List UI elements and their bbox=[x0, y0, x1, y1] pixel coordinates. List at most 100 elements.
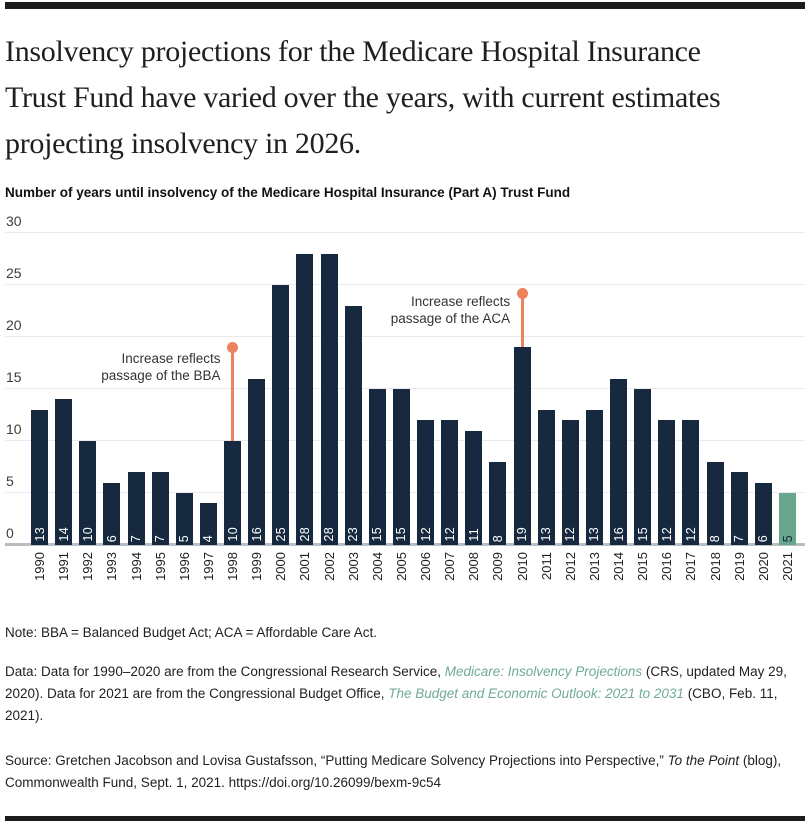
bar-2016: 12 bbox=[658, 420, 676, 545]
bar-1997: 4 bbox=[199, 503, 217, 545]
bar-value-label: 12 bbox=[659, 527, 674, 542]
x-axis-tick-label: 1993 bbox=[104, 552, 120, 581]
annotation-line bbox=[520, 295, 524, 348]
source-citation-text: Source: Gretchen Jacobson and Lovisa Gus… bbox=[5, 750, 805, 794]
x-axis-tick-label: 2018 bbox=[707, 552, 723, 581]
x-axis-tick-label: 2005 bbox=[393, 552, 409, 581]
title-line-3: projecting insolvency in 2026. bbox=[5, 127, 361, 160]
bar-2002: 28 bbox=[320, 253, 338, 545]
x-axis-tick: 2019 bbox=[731, 552, 748, 581]
y-axis-tick-label: 15 bbox=[6, 369, 22, 385]
bar-value-label: 7 bbox=[731, 534, 746, 542]
bar-value-label: 15 bbox=[370, 527, 385, 542]
x-axis-tick: 1996 bbox=[176, 552, 193, 581]
x-axis-tick: 2017 bbox=[682, 552, 699, 581]
annotation-dot bbox=[227, 342, 239, 354]
x-axis-tick: 2010 bbox=[514, 552, 531, 581]
y-axis-tick-label: 0 bbox=[6, 525, 14, 541]
bar-value-label: 5 bbox=[177, 534, 192, 542]
x-axis-tick: 2011 bbox=[538, 552, 555, 580]
bar-value-label: 19 bbox=[514, 527, 529, 542]
bar-1998: 10 bbox=[224, 441, 242, 545]
bar-value-label: 13 bbox=[538, 527, 553, 542]
x-axis-tick-label: 1999 bbox=[249, 552, 265, 581]
y-axis-tick-label: 10 bbox=[6, 421, 22, 437]
bar-2007: 12 bbox=[441, 420, 459, 545]
bar-value-label: 6 bbox=[756, 534, 771, 542]
plot-area: 0 5 10 15 20 25 30 13 14 10 6 7 7 5 4 10 16 25 28 28 23 15 15 1… bbox=[5, 213, 805, 546]
bar-2004: 15 bbox=[368, 389, 386, 545]
bar-value-label: 7 bbox=[152, 534, 167, 542]
bar-value-label: 14 bbox=[56, 527, 71, 542]
bar-value-label: 10 bbox=[225, 527, 240, 542]
bar-2020: 6 bbox=[754, 482, 772, 545]
y-axis-tick-label: 20 bbox=[6, 317, 22, 333]
x-axis-tick: 1997 bbox=[200, 552, 217, 581]
text-segment: To the Point bbox=[667, 753, 740, 768]
bar-2014: 16 bbox=[610, 378, 628, 545]
x-axis-tick-label: 2013 bbox=[586, 552, 602, 581]
x-axis-tick: 2012 bbox=[562, 552, 579, 581]
bar-value-label: 25 bbox=[273, 527, 288, 542]
page: Insolvency projections for the Medicare … bbox=[0, 2, 810, 821]
bar-value-label: 11 bbox=[466, 528, 481, 542]
data-source-text: Data: Data for 1990–2020 are from the Co… bbox=[5, 661, 805, 727]
x-axis-tick-label: 1997 bbox=[200, 552, 216, 581]
bar-value-label: 12 bbox=[418, 527, 433, 542]
x-axis-tick-label: 2020 bbox=[755, 552, 771, 581]
bar-value-label: 28 bbox=[321, 527, 336, 542]
bar-2018: 8 bbox=[706, 461, 724, 545]
bar-value-label: 28 bbox=[297, 527, 312, 542]
text-segment: (blog), Commonwealth Fund, Sept. 1, 2021… bbox=[5, 753, 782, 790]
bar-value-label: 8 bbox=[707, 534, 722, 542]
bar-1995: 7 bbox=[151, 472, 169, 545]
bar-1992: 10 bbox=[79, 441, 97, 545]
x-axis-tick-label: 2011 bbox=[538, 552, 554, 580]
bar-2017: 12 bbox=[682, 420, 700, 545]
x-axis-tick-label: 2002 bbox=[321, 552, 337, 581]
x-axis-tick: 2021 bbox=[779, 552, 796, 581]
y-axis-tick-label: 25 bbox=[6, 265, 22, 281]
bar-2009: 8 bbox=[489, 461, 507, 545]
x-axis-tick: 1994 bbox=[128, 552, 145, 581]
x-axis-tick-label: 2006 bbox=[418, 552, 434, 581]
bar-1996: 5 bbox=[175, 493, 193, 545]
x-axis-tick-label: 2008 bbox=[466, 552, 482, 581]
x-axis-tick: 2008 bbox=[465, 552, 482, 581]
annotation-text: Increase reflects passage of the BBA bbox=[101, 351, 221, 383]
page-title: Insolvency projections for the Medicare … bbox=[5, 29, 805, 167]
x-axis-tick-label: 2000 bbox=[273, 552, 289, 581]
x-axis-tick-label: 1995 bbox=[152, 552, 168, 581]
x-axis-tick-label: 1990 bbox=[32, 552, 47, 581]
bar-2019: 7 bbox=[730, 472, 748, 545]
x-axis-tick-label: 2009 bbox=[490, 552, 506, 581]
x-axis-tick-label: 2019 bbox=[731, 552, 747, 581]
bar-2012: 12 bbox=[561, 420, 579, 545]
bottom-rule bbox=[5, 816, 805, 821]
x-axis-tick: 1992 bbox=[79, 552, 96, 581]
bar-value-label: 16 bbox=[249, 527, 264, 542]
title-line-1: Insolvency projections for the Medicare … bbox=[5, 35, 701, 68]
x-axis-tick-label: 2016 bbox=[659, 552, 675, 581]
x-axis-tick: 2020 bbox=[755, 552, 772, 581]
x-axis-tick: 2018 bbox=[707, 552, 724, 581]
top-rule bbox=[5, 2, 805, 9]
x-axis: 1990 1991 1992 1993 1994 1995 1996 1997 1998 1999… bbox=[5, 545, 805, 593]
x-axis-tick-label: 1992 bbox=[80, 552, 96, 581]
x-axis-tick: 2003 bbox=[345, 552, 362, 581]
citation-link[interactable]: The Budget and Economic Outlook: 2021 to… bbox=[388, 686, 684, 701]
citation-link[interactable]: Medicare: Insolvency Projections bbox=[444, 664, 643, 679]
bar-value-label: 6 bbox=[104, 534, 119, 542]
bar-2000: 25 bbox=[272, 285, 290, 545]
bar-1990: 13 bbox=[31, 409, 48, 545]
x-axis-tick-label: 1991 bbox=[56, 552, 72, 581]
bar-2010: 19 bbox=[513, 347, 531, 545]
bar-2006: 12 bbox=[417, 420, 435, 545]
gridline bbox=[5, 388, 805, 389]
x-axis-tick-label: 2015 bbox=[635, 552, 651, 581]
x-axis-tick-label: 1994 bbox=[128, 552, 144, 581]
bar-value-label: 23 bbox=[345, 527, 360, 542]
bar-1991: 14 bbox=[55, 399, 73, 545]
x-axis-tick-label: 1998 bbox=[225, 552, 241, 581]
chart-subtitle: Number of years until insolvency of the … bbox=[5, 185, 571, 200]
